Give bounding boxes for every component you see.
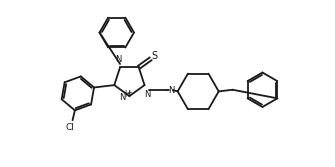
Text: +: + xyxy=(127,90,132,96)
Text: S: S xyxy=(151,51,157,61)
Text: N: N xyxy=(144,90,150,99)
Text: H: H xyxy=(124,90,130,99)
Text: N: N xyxy=(168,86,174,95)
Text: N: N xyxy=(115,55,122,64)
Text: Cl: Cl xyxy=(65,123,74,132)
Text: N: N xyxy=(119,93,125,102)
